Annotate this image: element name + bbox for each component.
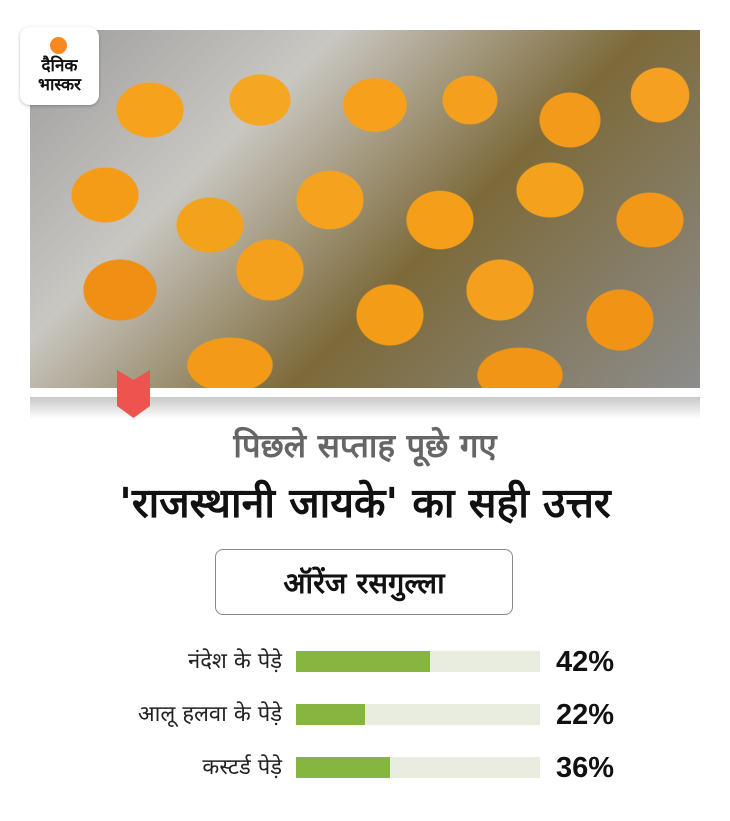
subtitle: पिछले सप्ताह पूछे गए <box>233 426 497 465</box>
result-row: आलू हलवा के पेड़े 22% <box>0 699 730 731</box>
percent-value: 42% <box>556 646 615 678</box>
shadow-divider <box>30 397 700 419</box>
chevron-down-marker-icon <box>117 370 150 418</box>
bar-fill <box>296 651 430 672</box>
bar-track <box>296 651 540 672</box>
food-photo <box>30 30 700 388</box>
logo-dot-icon <box>50 37 67 54</box>
result-row: कस्टर्ड पेड़े 36% <box>0 752 730 784</box>
logo-line-1: दैनिक <box>41 56 78 76</box>
bar-fill <box>296 757 390 778</box>
logo-text: दैनिक भास्कर <box>20 57 99 95</box>
percent-value: 22% <box>556 699 615 731</box>
option-label: कस्टर्ड पेड़े <box>202 755 282 780</box>
answer-text: ऑरेंज रसगुल्ला <box>283 565 445 600</box>
answer-box: ऑरेंज रसगुल्ला <box>215 549 513 615</box>
percent-value: 36% <box>556 752 615 784</box>
bar-track <box>296 757 540 778</box>
bar-fill <box>296 704 365 725</box>
page-title: 'राजस्थानी जायके' का सही उत्तर <box>119 479 611 527</box>
bar-track <box>296 704 540 725</box>
option-label: नंदेश के पेड़े <box>187 649 282 674</box>
result-row: नंदेश के पेड़े 42% <box>0 646 730 678</box>
brand-logo: दैनिक भास्कर <box>20 27 99 105</box>
option-label: आलू हलवा के पेड़े <box>137 702 282 727</box>
logo-line-2: भास्कर <box>38 75 81 95</box>
